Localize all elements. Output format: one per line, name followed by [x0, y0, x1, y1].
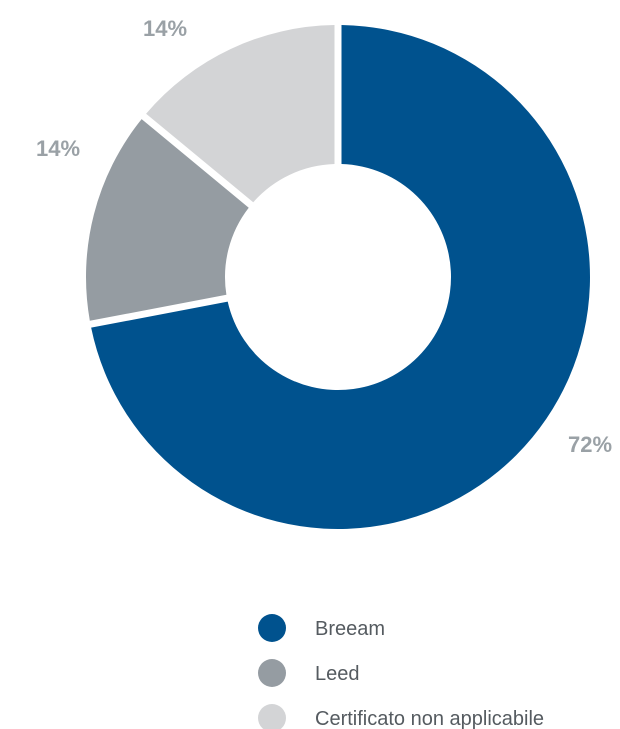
- legend-item-breeam[interactable]: Breeam: [258, 614, 385, 642]
- legend-item-leed[interactable]: Leed: [258, 659, 360, 687]
- legend-label-certificato-non-applicabile: Certificato non applicabile: [315, 708, 544, 729]
- donut-slices: [85, 25, 591, 530]
- legend-marker-breeam: [258, 614, 286, 642]
- legend-label-breeam: Breeam: [315, 618, 385, 640]
- data-label-certificato-non-applicabile: 14%: [36, 136, 80, 161]
- legend-item-certificato-non-applicabile[interactable]: Certificato non applicabile: [258, 704, 544, 729]
- legend-marker-certificato-non-applicabile: [258, 704, 286, 729]
- slice-leed[interactable]: [85, 119, 249, 321]
- data-label-leed: 14%: [143, 16, 187, 41]
- data-label-breeam: 72%: [568, 432, 612, 457]
- slice-breeam[interactable]: [91, 25, 591, 530]
- legend-label-leed: Leed: [315, 663, 360, 685]
- slice-certificato-non-applicabile[interactable]: [146, 25, 335, 203]
- legend-marker-leed: [258, 659, 286, 687]
- legend: Breeam Leed Certificato non applicabile: [258, 614, 544, 729]
